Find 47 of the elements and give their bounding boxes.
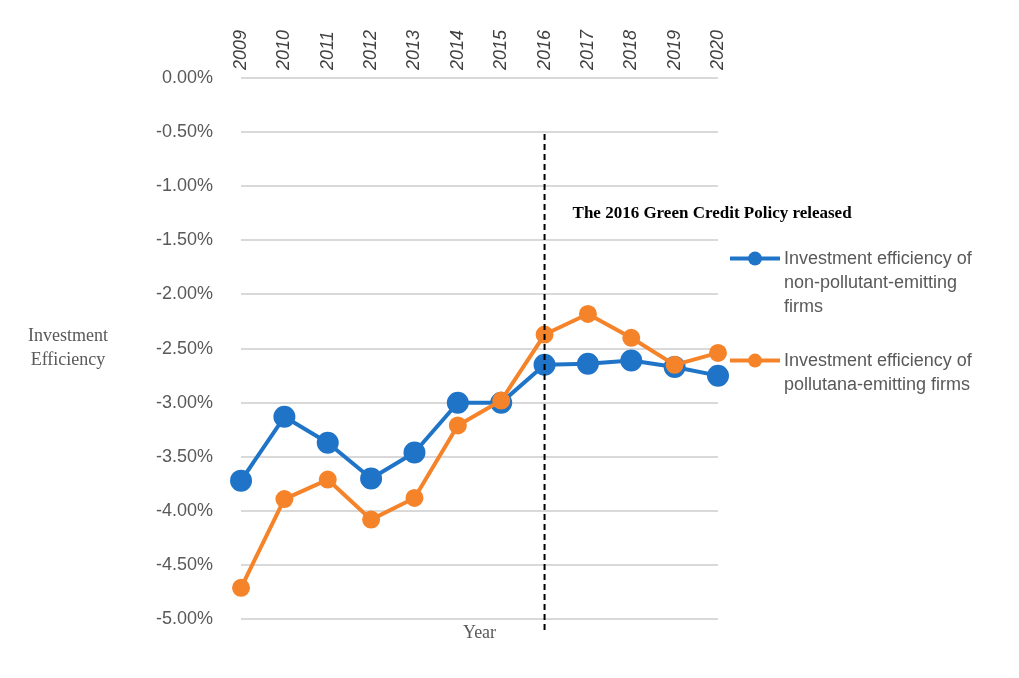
y-tick-label: -3.00% (155, 391, 214, 412)
point (273, 405, 296, 428)
point (446, 391, 469, 414)
point (709, 343, 727, 362)
point (707, 364, 729, 387)
x-tick-label: 2018 (620, 29, 641, 71)
y-tick-label: -3.50% (155, 445, 214, 466)
y-tick-label: -0.50% (155, 121, 214, 142)
y-tick-label: -4.50% (155, 554, 214, 575)
point (275, 490, 294, 509)
point (576, 352, 599, 375)
y-tick-label: -1.00% (155, 175, 214, 196)
x-tick-label: 2019 (663, 29, 684, 71)
point (448, 416, 467, 435)
y-tick-label: -2.50% (155, 337, 214, 358)
x-tick-label: 2017 (576, 28, 597, 71)
x-tick-label: 2011 (316, 31, 337, 71)
point (318, 470, 337, 489)
x-tick-label: 2015 (490, 28, 511, 71)
legend-label: Investment efficiency of pollutana-emitting firms (784, 349, 973, 394)
y-tick-label: -1.50% (155, 229, 214, 250)
point (316, 431, 339, 454)
y-tick-label: 0.00% (161, 66, 214, 87)
x-tick-label: 2012 (360, 29, 381, 71)
x-tick-label: 2013 (403, 29, 424, 71)
y-tick-label: -5.00% (155, 608, 214, 629)
ref-line-label: The 2016 Green Credit Policy released (572, 202, 853, 222)
point (230, 469, 253, 492)
point (362, 510, 381, 529)
x-tick-label: 2009 (230, 29, 251, 71)
y-axis-title: Investment Efficiency (28, 325, 108, 370)
x-axis-title: Year (462, 621, 497, 642)
point (622, 328, 641, 347)
y-tick-label: -4.00% (155, 499, 214, 520)
legend-label: Investment efficiency of non-pollutant-emitting firms (784, 247, 973, 316)
y-tick-label: -2.00% (155, 283, 214, 304)
point (533, 353, 556, 376)
point (403, 441, 426, 464)
point (360, 467, 383, 490)
x-tick-label: 2016 (533, 28, 554, 71)
point (232, 578, 251, 597)
point (578, 304, 597, 323)
x-tick-label: 2010 (273, 29, 294, 71)
point (620, 349, 643, 372)
x-tick-label: 2020 (707, 29, 727, 71)
x-tick-label: 2014 (446, 29, 467, 71)
point (405, 488, 424, 507)
